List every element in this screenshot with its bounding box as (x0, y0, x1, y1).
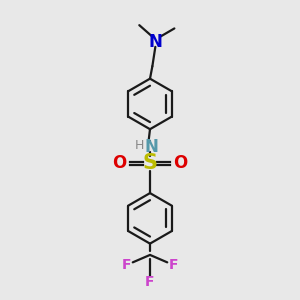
Text: H: H (135, 139, 144, 152)
Text: F: F (122, 258, 132, 272)
Text: N: N (148, 32, 162, 50)
Text: N: N (145, 138, 158, 156)
Text: F: F (168, 258, 178, 272)
Text: S: S (142, 153, 158, 173)
Text: F: F (145, 275, 155, 289)
Text: O: O (173, 154, 188, 172)
Text: O: O (112, 154, 127, 172)
